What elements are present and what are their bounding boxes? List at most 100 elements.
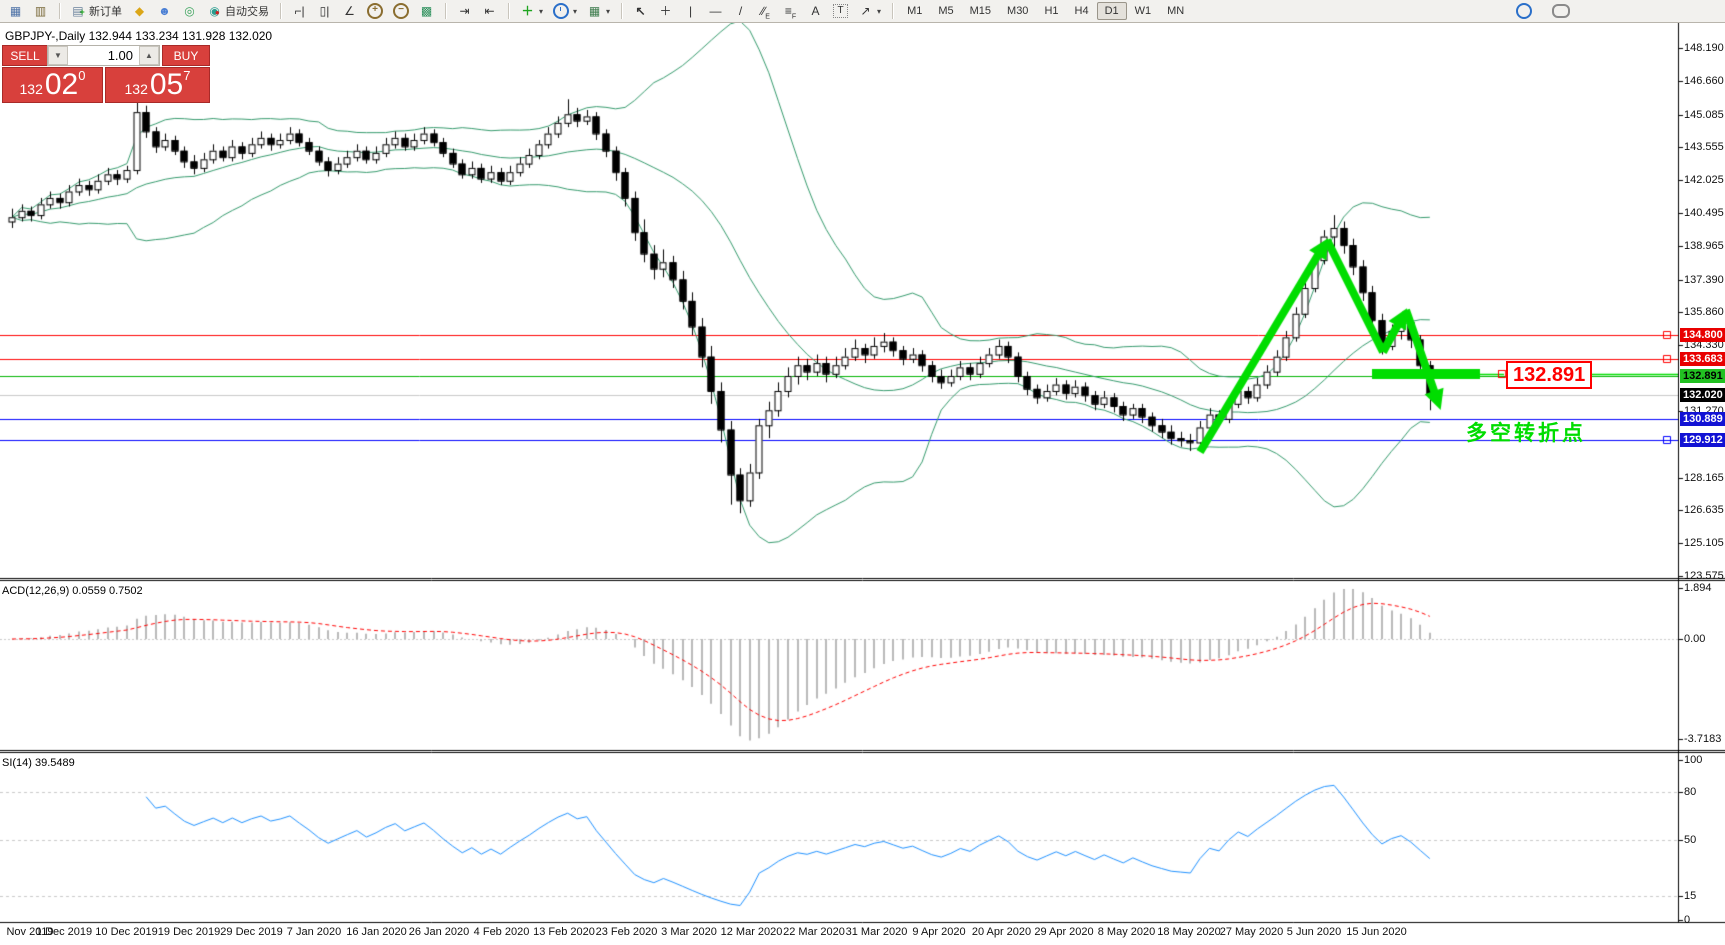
timeframe-button-h1[interactable]: H1 — [1044, 5, 1059, 17]
arrows-dropdown[interactable]: ↗ ▾ — [853, 2, 886, 21]
trendline-tool-button[interactable]: / — [728, 2, 753, 21]
vertical-line-tool-button[interactable]: | — [678, 2, 703, 21]
date-label: 4 Feb 2020 — [473, 926, 530, 938]
new-chart-button[interactable]: ▦ — [3, 2, 28, 21]
signals-button[interactable]: ☻ — [152, 2, 177, 21]
crosshair-tool-button[interactable]: ＋ — [653, 2, 678, 21]
periods-icon — [553, 3, 570, 19]
line-chart-icon: ∠ — [344, 3, 355, 18]
sell-button[interactable]: SELL — [2, 45, 47, 66]
date-label: 19 Dec 2019 — [157, 926, 221, 938]
date-label: 22 Mar 2020 — [783, 926, 845, 938]
volume-stepper: ▼ ▲ — [47, 45, 160, 66]
date-label: 23 Feb 2020 — [595, 926, 658, 938]
templates-dropdown[interactable]: ▦ ▾ — [588, 3, 611, 18]
new-order-button[interactable]: ▤+ 新订单 — [66, 1, 127, 21]
date-label: 27 May 2020 — [1219, 926, 1284, 938]
indicators-dropdown[interactable]: ＋ ▾ — [521, 3, 544, 18]
indicators-icon: ＋ — [521, 3, 534, 18]
timeframe-button-m30[interactable]: M30 — [1007, 5, 1029, 17]
timeframe-button-m5[interactable]: M5 — [938, 5, 954, 17]
volume-increase-button[interactable]: ▲ — [139, 46, 159, 65]
vertical-line-icon: | — [688, 3, 693, 18]
date-label: 29 Dec 2019 — [220, 926, 283, 938]
price-tick: 137.390 — [1684, 273, 1724, 286]
market-button[interactable]: ◆ — [127, 2, 152, 21]
zoom-in-button[interactable]: + — [362, 1, 388, 21]
date-label: 1 Dec 2019 — [35, 926, 93, 938]
price-tick: 135.860 — [1684, 306, 1724, 319]
timeframe-button-h4[interactable]: H4 — [1074, 5, 1089, 17]
sell-price-display[interactable]: 132 02 0 — [2, 67, 104, 103]
price-tick: 126.635 — [1684, 504, 1724, 517]
date-label: 31 Mar 2020 — [845, 926, 908, 938]
auto-scroll-button[interactable]: ⇥ — [452, 2, 477, 21]
bar-chart-icon: ⌐| — [294, 3, 305, 18]
crosshair-icon: ＋ — [659, 3, 672, 18]
bar-chart-type-button[interactable]: ⌐| — [287, 2, 312, 21]
price-tick: 148.190 — [1684, 42, 1724, 54]
text-tool-button[interactable]: A — [803, 2, 828, 21]
volume-input[interactable] — [68, 46, 139, 65]
timeframe-button-m1[interactable]: M1 — [907, 5, 923, 17]
rsi-tick: 0 — [1684, 914, 1691, 926]
candlestick-icon: ▯| — [319, 3, 330, 18]
buy-price-big: 05 — [149, 68, 184, 101]
turning-point-note[interactable]: 多空转折点 — [1466, 422, 1586, 445]
search-button[interactable] — [1511, 1, 1537, 21]
rsi-tick: 100 — [1684, 754, 1703, 766]
macd-tick: 0.00 — [1684, 633, 1706, 645]
cursor-icon: ↖ — [635, 3, 646, 18]
price-callout-label[interactable]: 132.891 — [1506, 361, 1593, 389]
profiles-button[interactable]: ▥ — [28, 2, 53, 21]
cursor-tool-button[interactable]: ↖ — [628, 2, 653, 21]
buy-price-display[interactable]: 132 05 7 — [105, 67, 210, 103]
channel-tool-button[interactable]: ∕∕E — [753, 2, 778, 21]
timeframe-button-w1[interactable]: W1 — [1134, 5, 1152, 17]
date-label: 9 Apr 2020 — [912, 926, 966, 938]
periods-dropdown[interactable]: ▾ — [548, 1, 582, 21]
rsi-tick: 15 — [1684, 890, 1697, 902]
chart-shift-button[interactable]: ⇤ — [477, 2, 502, 21]
community-icon: ◎ — [184, 3, 195, 18]
chat-icon — [1552, 4, 1570, 18]
templates-icon: ▦ — [588, 3, 601, 18]
text-label-tool-button[interactable]: T — [828, 2, 853, 20]
fibonacci-tool-button[interactable]: ≡F — [778, 2, 803, 21]
community-button[interactable]: ◎ — [177, 2, 202, 21]
macd-indicator-label: ACD(12,26,9) 0.0559 0.7502 — [2, 585, 143, 597]
price-tag-129.912: 129.912 — [1680, 433, 1725, 448]
main-toolbar: ▦ ▥ ▤+ 新订单 ◆ ☻ ◎ ◉● 自动交易 ⌐| ▯| ∠ + − ▩ ⇥… — [0, 0, 1725, 23]
rsi-tick: 80 — [1684, 786, 1697, 798]
price-tag-134.800: 134.800 — [1680, 328, 1725, 343]
chart-title: GBPJPY-,Daily 132.944 133.234 131.928 13… — [5, 29, 273, 43]
horizontal-line-tool-button[interactable]: — — [703, 2, 728, 21]
buy-price-small: 132 — [124, 81, 148, 97]
candlestick-type-button[interactable]: ▯| — [312, 2, 337, 21]
search-icon — [1516, 3, 1532, 19]
autotrading-button[interactable]: ◉● 自动交易 — [202, 1, 274, 21]
chart-profiles-icon: ▥ — [34, 3, 47, 18]
timeframe-button-m15[interactable]: M15 — [969, 5, 992, 17]
price-tag-133.683: 133.683 — [1680, 352, 1725, 367]
autotrading-icon: ◉● — [209, 3, 220, 18]
sell-price-small: 132 — [19, 81, 43, 97]
timeframe-button-d1[interactable]: D1 — [1096, 2, 1127, 20]
zoom-out-icon: − — [393, 3, 409, 19]
line-chart-type-button[interactable]: ∠ — [337, 2, 362, 21]
zoom-out-button[interactable]: − — [388, 1, 414, 21]
zoom-in-icon: + — [367, 3, 383, 19]
price-tag-132.891: 132.891 — [1680, 369, 1725, 384]
date-label: 12 Mar 2020 — [720, 926, 783, 938]
volume-decrease-button[interactable]: ▼ — [48, 46, 68, 65]
price-tick: 140.495 — [1684, 207, 1724, 220]
tile-windows-button[interactable]: ▩ — [414, 2, 439, 21]
new-order-label: 新订单 — [89, 6, 122, 18]
trendline-icon: / — [738, 3, 743, 18]
chat-button[interactable] — [1547, 2, 1575, 20]
buy-button[interactable]: BUY — [162, 45, 210, 66]
timeframe-button-mn[interactable]: MN — [1167, 5, 1185, 17]
